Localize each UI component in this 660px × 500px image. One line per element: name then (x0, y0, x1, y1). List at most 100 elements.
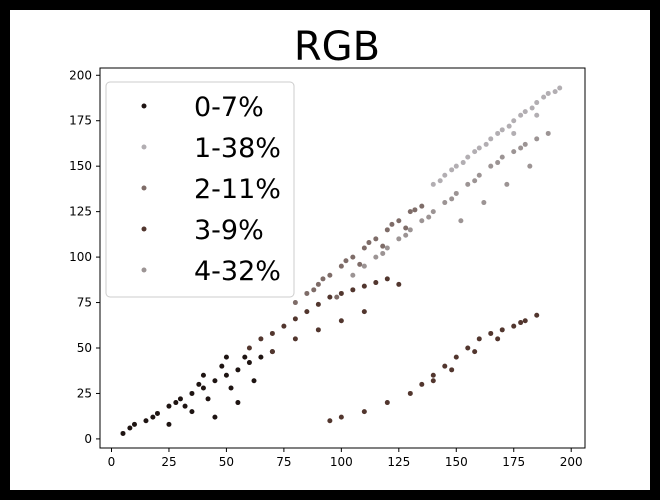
point-2-21 (311, 287, 317, 293)
point-1-16 (541, 94, 547, 100)
point-3-14 (292, 336, 298, 342)
point-4-28 (527, 163, 533, 169)
point-4-0 (361, 263, 367, 269)
point-1-5 (488, 136, 494, 142)
point-4-16 (545, 130, 551, 136)
point-0-28 (200, 372, 206, 378)
point-1-20 (506, 123, 512, 129)
point-4-19 (426, 214, 432, 220)
point-4-24 (350, 272, 356, 278)
x-tick-label-6: 150 (445, 455, 468, 469)
legend-marker-2 (141, 185, 147, 191)
points-layer (120, 85, 563, 436)
point-3-13 (269, 349, 275, 355)
point-3-22 (453, 354, 459, 360)
point-4-20 (449, 196, 455, 202)
point-2-12 (343, 258, 349, 264)
point-0-11 (246, 360, 252, 366)
point-3-19 (419, 381, 425, 387)
point-2-16 (357, 261, 363, 267)
series-4 (350, 130, 551, 278)
point-4-5 (419, 218, 425, 224)
point-3-30 (407, 390, 413, 396)
point-4-8 (453, 190, 459, 196)
point-3-17 (361, 309, 367, 315)
legend-marker-1 (141, 144, 147, 150)
point-2-13 (366, 240, 372, 246)
point-4-22 (495, 160, 501, 166)
point-2-20 (320, 276, 326, 282)
point-3-37 (518, 320, 524, 326)
y-tick-label-8: 200 (69, 68, 92, 82)
legend: 0-7% 1-38% 2-11% 3-9% 4-32% (105, 81, 295, 298)
x-tick-label-1: 25 (161, 455, 176, 469)
legend-label-2: 2-11% (194, 174, 281, 205)
figure: RGB 0 25 50 75 100 125 150 175 200 0 25 50 75 100 125… (10, 10, 650, 490)
point-2-2 (350, 254, 356, 260)
point-0-18 (242, 354, 248, 360)
legend-label-1: 1-38% (194, 133, 281, 164)
y-tick-label-6: 150 (69, 159, 92, 173)
point-4-11 (488, 163, 494, 169)
point-4-26 (481, 200, 487, 206)
point-1-19 (483, 141, 489, 147)
point-0-13 (127, 425, 133, 431)
point-3-8 (338, 290, 344, 296)
point-3-38 (327, 418, 333, 424)
point-4-12 (499, 154, 505, 160)
x-tick-label-4: 100 (330, 455, 353, 469)
legend-box (105, 81, 295, 298)
point-0-3 (154, 410, 160, 416)
point-4-6 (430, 209, 436, 215)
point-0-9 (223, 372, 229, 378)
point-3-15 (315, 327, 321, 333)
x-tick-label-7: 175 (502, 455, 525, 469)
point-3-27 (511, 323, 517, 329)
point-0-22 (228, 385, 234, 391)
series-2 (292, 203, 425, 306)
point-4-25 (458, 218, 464, 224)
point-2-19 (334, 294, 340, 300)
point-1-7 (511, 118, 517, 124)
point-4-9 (465, 181, 471, 187)
point-4-27 (504, 181, 510, 187)
point-1-1 (442, 172, 448, 178)
point-1-2 (453, 163, 459, 169)
point-0-25 (235, 400, 241, 406)
point-0-24 (212, 414, 218, 420)
series-3 (246, 276, 540, 424)
point-0-17 (219, 363, 225, 369)
point-4-18 (403, 232, 409, 238)
point-3-4 (292, 316, 298, 322)
x-tick-label-2: 50 (219, 455, 234, 469)
point-1-4 (476, 145, 482, 151)
point-2-14 (389, 221, 395, 227)
point-3-7 (327, 294, 333, 300)
point-0-8 (212, 378, 218, 384)
legend-label-3: 3-9% (194, 215, 264, 246)
y-tick-label-0: 0 (84, 432, 92, 446)
legend-label-0: 0-7% (194, 92, 264, 123)
point-3-35 (472, 349, 478, 355)
point-1-10 (545, 90, 551, 96)
point-3-28 (522, 318, 528, 324)
y-tick-label-2: 50 (77, 341, 92, 355)
point-3-23 (465, 345, 471, 351)
point-3-25 (488, 330, 494, 336)
x-tick-label-5: 125 (387, 455, 410, 469)
point-4-4 (407, 227, 413, 233)
point-0-12 (258, 354, 264, 360)
x-tick-label-8: 200 (560, 455, 583, 469)
series-0 (120, 349, 275, 436)
point-1-18 (460, 160, 466, 166)
point-2-11 (315, 281, 321, 287)
point-0-23 (251, 378, 257, 384)
legend-marker-4 (141, 267, 147, 273)
legend-marker-0 (141, 103, 147, 109)
chart-title: RGB (294, 24, 380, 70)
point-3-10 (361, 283, 367, 289)
point-2-1 (338, 263, 344, 269)
point-0-15 (173, 400, 179, 406)
point-0-16 (196, 381, 202, 387)
x-tick-label-3: 75 (276, 455, 291, 469)
